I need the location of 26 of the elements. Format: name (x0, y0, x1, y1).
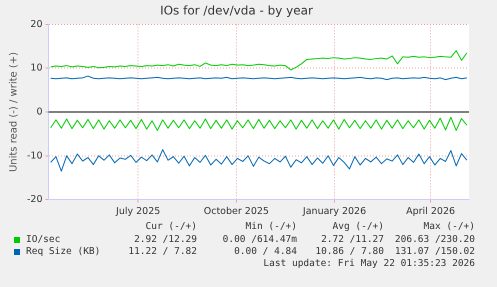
y-tick-label: -20 (26, 194, 43, 206)
x-tick-label: January 2026 (302, 206, 366, 217)
text: 11.22 / 7.82 (128, 246, 197, 257)
text: Cur (-/+) (146, 221, 197, 232)
y-tick-label: 10 (30, 62, 43, 74)
chart-title: IOs for /dev/vda - by year (160, 3, 314, 18)
text: Min (-/+) (246, 221, 297, 232)
text: 2.72 /11.27 (321, 234, 384, 245)
text: 131.07 /150.02 (394, 246, 475, 257)
x-tick-label: October 2025 (204, 206, 269, 217)
text: 2.92 /12.29 (134, 234, 197, 245)
text: Avg (-/+) (332, 221, 384, 232)
x-tick-label: July 2025 (115, 206, 160, 217)
text: 0.00 / 4.84 (234, 246, 297, 257)
y-tick-label: 0 (36, 106, 43, 118)
text: Max (-/+) (424, 221, 475, 232)
text: Last update: Fri May 22 01:35:23 2026 (263, 258, 475, 269)
legend-label: Req Size (KB) (26, 246, 100, 257)
y-tick-label: 20 (30, 18, 43, 30)
x-tick-label: April 2026 (406, 206, 456, 217)
text: 206.63 /230.20 (394, 234, 475, 245)
y-tick-label: -10 (26, 150, 43, 162)
y-axis-title: Units read (-) / write (+) (8, 52, 20, 172)
text: 10.86 / 7.80 (315, 246, 384, 257)
legend-label: IO/sec (26, 234, 60, 245)
text: 0.00 /614.47m (222, 234, 297, 245)
